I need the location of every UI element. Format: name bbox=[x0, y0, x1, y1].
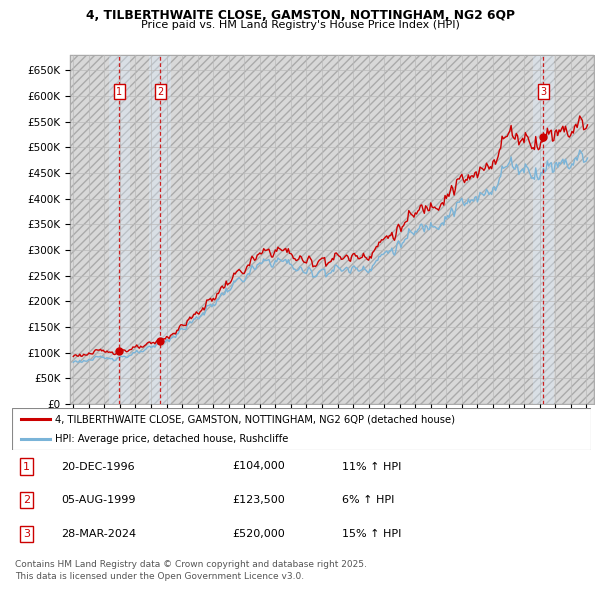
Text: Price paid vs. HM Land Registry's House Price Index (HPI): Price paid vs. HM Land Registry's House … bbox=[140, 20, 460, 30]
Text: £104,000: £104,000 bbox=[232, 461, 285, 471]
Text: 1: 1 bbox=[116, 87, 122, 97]
Text: 4, TILBERTHWAITE CLOSE, GAMSTON, NOTTINGHAM, NG2 6QP (detached house): 4, TILBERTHWAITE CLOSE, GAMSTON, NOTTING… bbox=[55, 414, 455, 424]
Text: 20-DEC-1996: 20-DEC-1996 bbox=[61, 461, 135, 471]
Text: 3: 3 bbox=[23, 529, 30, 539]
Bar bbox=[149, 55, 171, 404]
Bar bbox=[533, 55, 554, 404]
Text: Contains HM Land Registry data © Crown copyright and database right 2025.
This d: Contains HM Land Registry data © Crown c… bbox=[15, 560, 367, 581]
Bar bbox=[70, 55, 594, 404]
Text: 2: 2 bbox=[23, 495, 30, 505]
Text: £123,500: £123,500 bbox=[232, 495, 285, 505]
Text: 3: 3 bbox=[541, 87, 547, 97]
Text: 15% ↑ HPI: 15% ↑ HPI bbox=[342, 529, 401, 539]
Text: 2: 2 bbox=[157, 87, 163, 97]
Bar bbox=[109, 55, 130, 404]
Text: 4, TILBERTHWAITE CLOSE, GAMSTON, NOTTINGHAM, NG2 6QP: 4, TILBERTHWAITE CLOSE, GAMSTON, NOTTING… bbox=[86, 9, 515, 22]
Text: 28-MAR-2024: 28-MAR-2024 bbox=[61, 529, 136, 539]
Text: £520,000: £520,000 bbox=[232, 529, 285, 539]
Text: HPI: Average price, detached house, Rushcliffe: HPI: Average price, detached house, Rush… bbox=[55, 434, 289, 444]
Text: 1: 1 bbox=[23, 461, 30, 471]
Text: 11% ↑ HPI: 11% ↑ HPI bbox=[342, 461, 401, 471]
Text: 05-AUG-1999: 05-AUG-1999 bbox=[61, 495, 136, 505]
Text: 6% ↑ HPI: 6% ↑ HPI bbox=[342, 495, 394, 505]
